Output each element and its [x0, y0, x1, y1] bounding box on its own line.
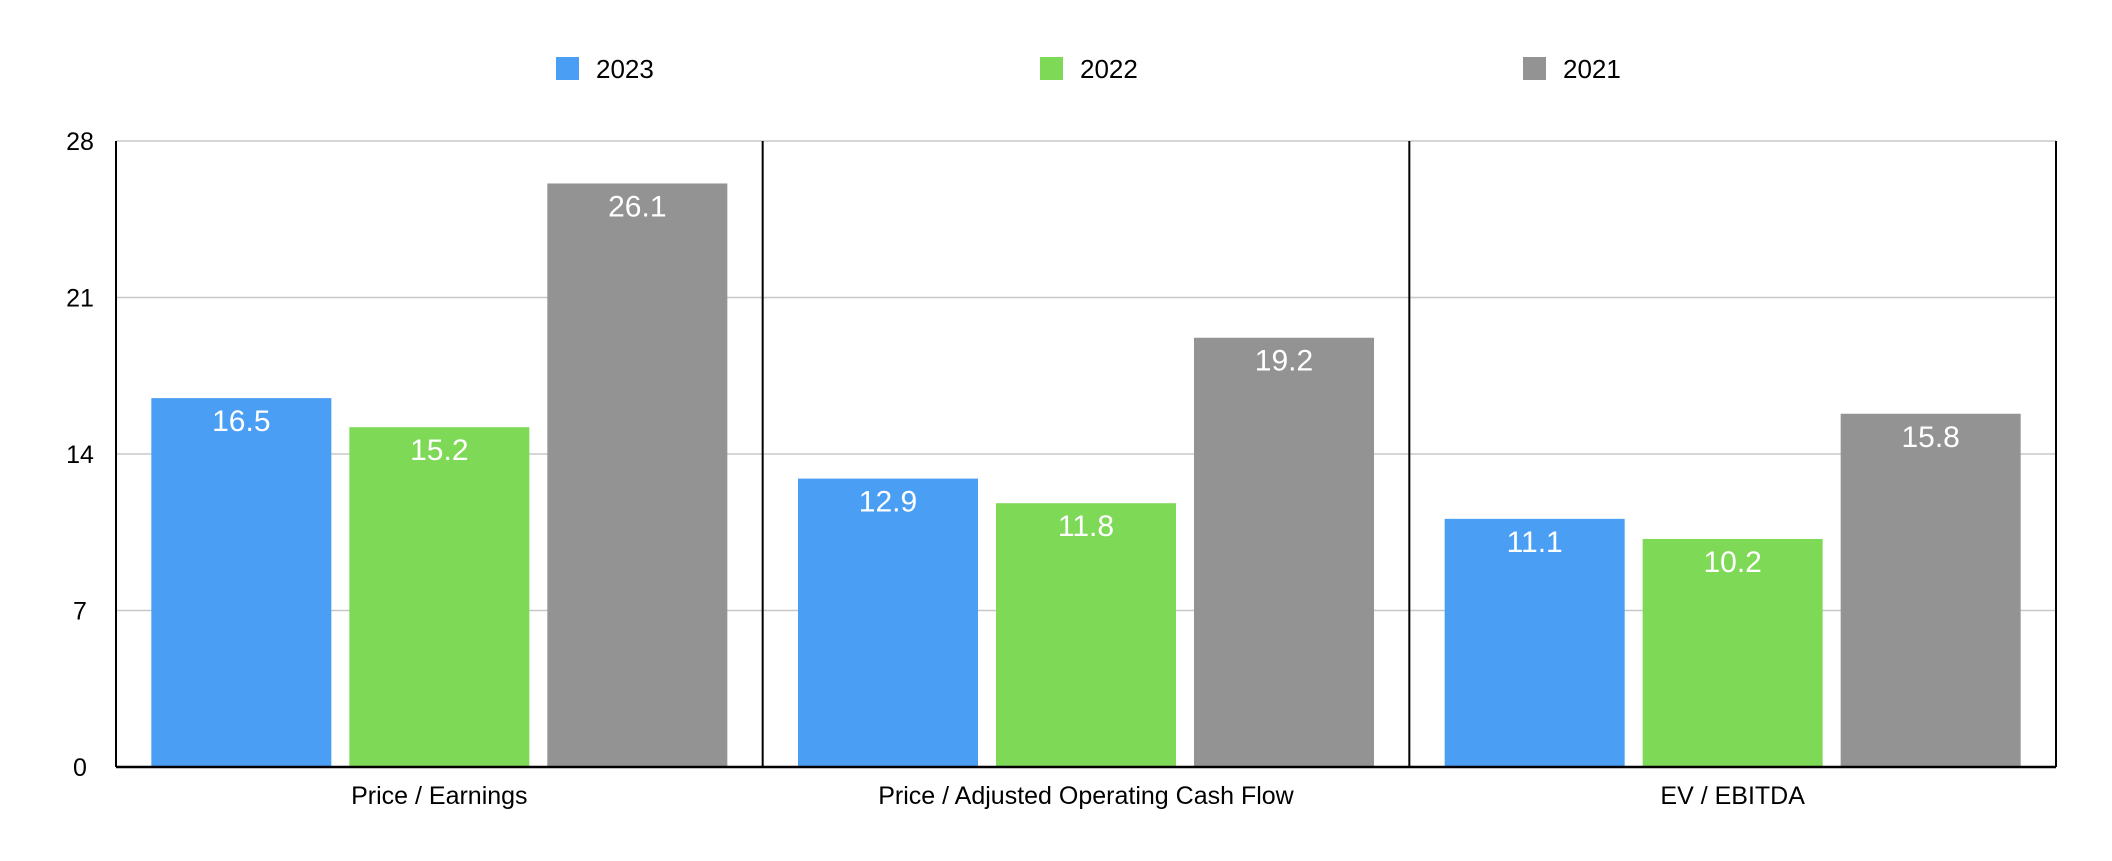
- bar-2021: [1194, 337, 1374, 767]
- legend-swatch-2021: [1523, 57, 1546, 80]
- x-category-label: Price / Adjusted Operating Cash Flow: [878, 782, 1294, 810]
- data-label: 12.9: [859, 486, 917, 519]
- y-tick-label: 28: [66, 128, 94, 156]
- bar-2021: [1840, 413, 2021, 767]
- labels: 0 7 14 21 28 16.5 15.2 26.1 Price / Earnings 12.9…: [66, 128, 1960, 810]
- data-label: 16.5: [212, 405, 270, 438]
- legend-swatch-2022: [1040, 57, 1063, 80]
- y-tick-label: 21: [66, 285, 94, 313]
- x-category-label: EV / EBITDA: [1660, 782, 1805, 810]
- data-label: 10.2: [1703, 546, 1761, 579]
- bar-2022: [1642, 538, 1823, 767]
- bar-2023: [151, 398, 332, 767]
- legend-label: 2023: [596, 54, 654, 84]
- bar-2023: [1444, 518, 1625, 767]
- legend-label: 2022: [1080, 54, 1138, 84]
- y-tick-label: 0: [73, 754, 87, 782]
- data-label: 11.1: [1507, 526, 1563, 559]
- legend-swatch-2023: [556, 57, 579, 80]
- bar-2021: [547, 183, 728, 767]
- data-label: 11.8: [1058, 510, 1114, 543]
- axes: [115, 141, 2057, 769]
- legend: 2023 2022 2021: [556, 54, 1621, 84]
- bar-2022: [349, 427, 530, 767]
- y-tick-label: 7: [73, 598, 87, 626]
- bar-2022: [996, 503, 1176, 767]
- data-label: 26.1: [608, 190, 666, 223]
- bar-2023: [798, 478, 978, 767]
- y-tick-label: 14: [66, 441, 94, 469]
- data-label: 19.2: [1255, 345, 1313, 378]
- data-label: 15.8: [1901, 421, 1959, 454]
- legend-label: 2021: [1563, 54, 1621, 84]
- bars: [151, 183, 2021, 767]
- data-label: 15.2: [410, 434, 468, 467]
- x-category-label: Price / Earnings: [351, 782, 527, 810]
